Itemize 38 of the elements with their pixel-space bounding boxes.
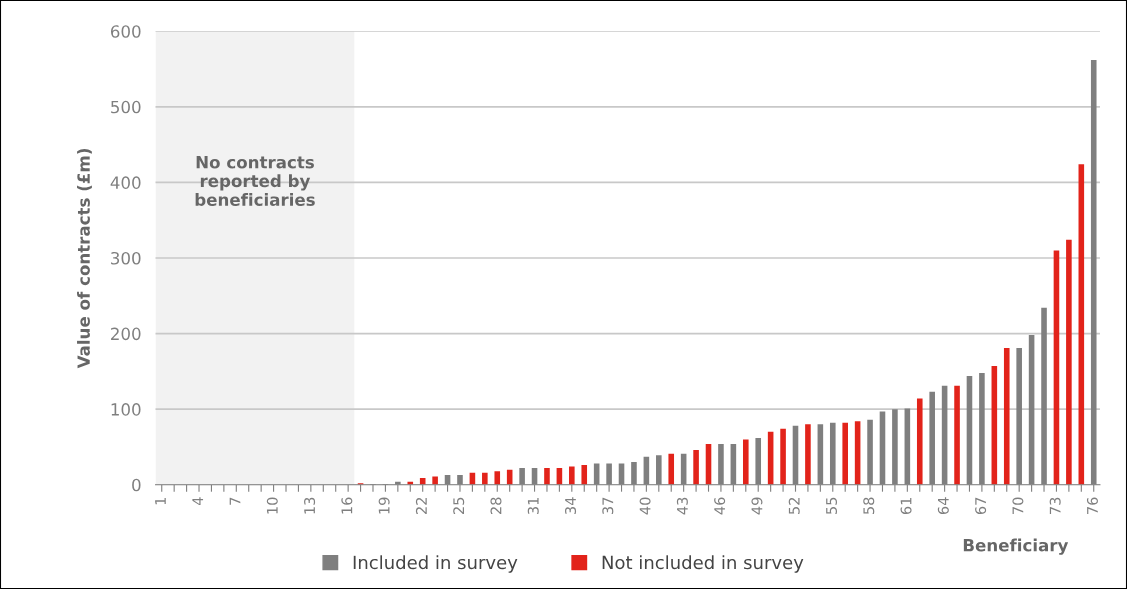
y-tick-label: 300: [111, 251, 141, 265]
x-tick-label: 19: [378, 497, 390, 514]
x-tick-label: 13: [304, 497, 316, 514]
x-tick-label: 37: [602, 497, 614, 514]
x-tick-label: 67: [975, 497, 987, 515]
x-tick-label: 55: [826, 497, 838, 514]
x-tick-label: 40: [639, 497, 651, 515]
x-tick-label: 25: [453, 497, 465, 515]
y-tick-label: 600: [110, 25, 141, 38]
x-tick-label: 46: [714, 497, 726, 515]
x-tick-label: 4: [192, 497, 204, 506]
y-tick-label: 400: [110, 176, 141, 189]
y-tick-label: 500: [111, 100, 141, 114]
x-tick-label: 31: [527, 497, 539, 514]
x-tick-label: 28: [490, 497, 502, 515]
x-tick-label: 1: [155, 497, 166, 505]
x-tick-label: 22: [415, 498, 427, 515]
x-tick-label: 49: [751, 497, 763, 515]
x-tick-label: 76: [1086, 497, 1098, 514]
x-tick-label: 64: [937, 497, 949, 515]
y-tick-label: 200: [111, 327, 141, 341]
x-tick-label: 58: [863, 497, 875, 514]
y-tick-label: 0: [132, 478, 141, 492]
x-tick-label: 52: [788, 498, 800, 514]
y-axis-title: Value of contracts (£m): [77, 149, 92, 369]
y-tick-label: 100: [111, 403, 141, 416]
legend-label: Included in survey: [353, 555, 518, 573]
x-tick-label: 61: [900, 497, 912, 515]
x-axis-title: Beneficiary: [963, 538, 1069, 555]
x-tick-label: 7: [229, 497, 241, 505]
band-label: No contracts reported by beneficiaries: [195, 156, 315, 206]
x-tick-label: 73: [1049, 497, 1061, 514]
x-tick-label: 10: [266, 497, 278, 514]
x-tick-label: 34: [565, 497, 577, 514]
legend-label: Not included in survey: [602, 555, 804, 573]
x-tick-label: 16: [341, 497, 353, 514]
x-tick-label: 70: [1012, 497, 1024, 514]
x-tick-label: 43: [676, 497, 688, 515]
